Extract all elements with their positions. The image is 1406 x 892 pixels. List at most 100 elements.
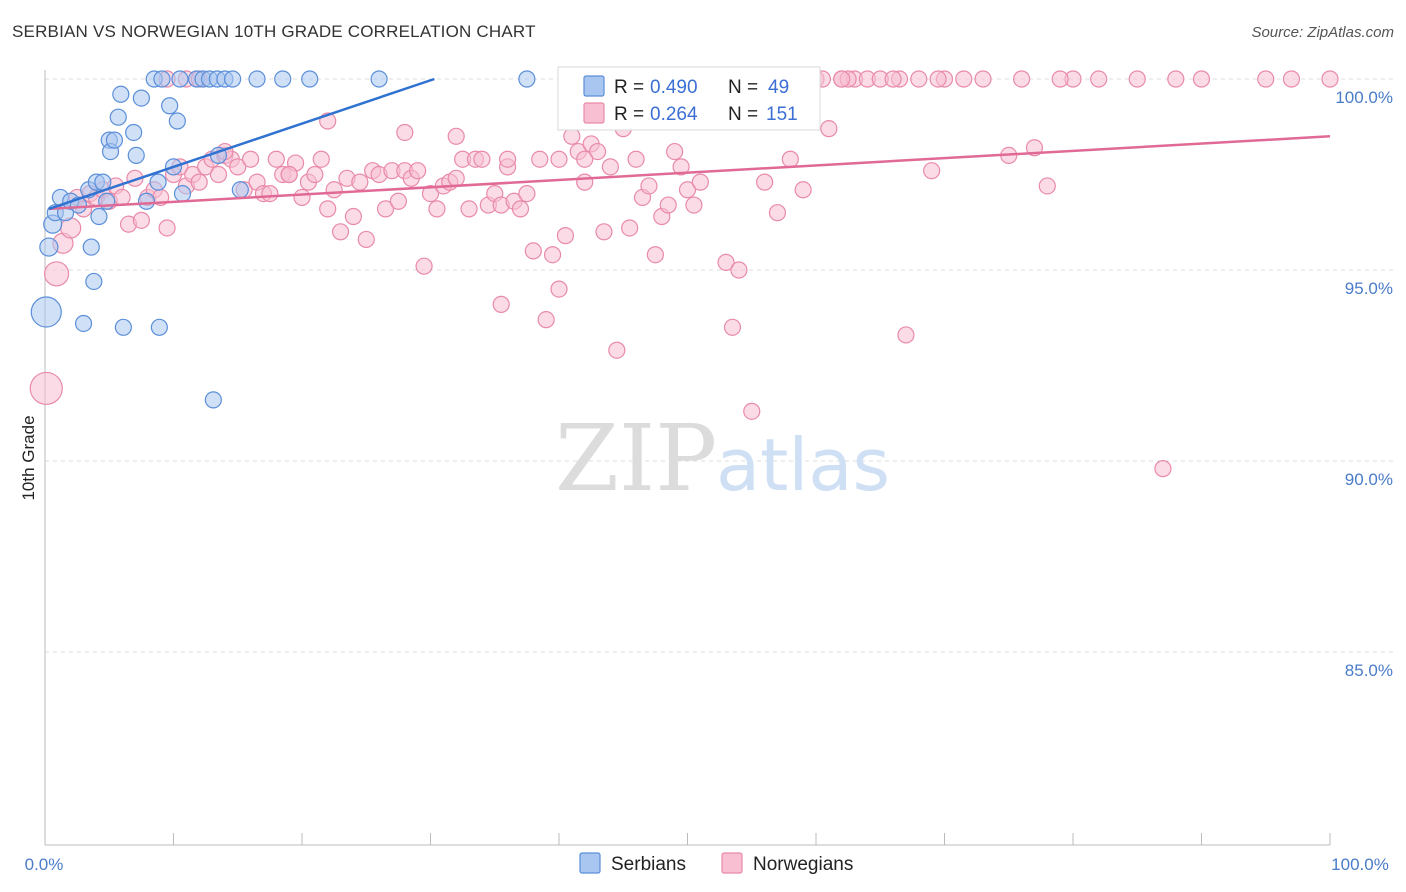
y-tick-labels: 85.0% 90.0% 95.0% 100.0% bbox=[1335, 88, 1393, 680]
serbians-point-48 bbox=[518, 70, 536, 88]
norwegians-point-91 bbox=[627, 150, 645, 168]
serbians-point-32 bbox=[168, 112, 186, 130]
norwegians-point-128 bbox=[1321, 70, 1339, 88]
norwegians-point-98 bbox=[672, 158, 690, 176]
serbians-point-45 bbox=[274, 70, 292, 88]
norwegians-point-146 bbox=[955, 70, 973, 88]
norwegians-point-63 bbox=[447, 169, 465, 187]
norwegians-point-52 bbox=[376, 200, 395, 218]
legend-norwegians-n-value: 151 bbox=[766, 104, 798, 125]
norwegians-point-54 bbox=[389, 192, 407, 210]
x-tick-label-min: 0.0% bbox=[25, 855, 64, 874]
norwegians-point-99 bbox=[678, 181, 697, 199]
serbians-trend-line bbox=[48, 77, 435, 211]
norwegians-point-111 bbox=[820, 120, 838, 138]
norwegians-point-41 bbox=[306, 165, 324, 184]
serbians-point-0 bbox=[30, 296, 62, 328]
norwegians-point-100 bbox=[685, 196, 703, 214]
norwegians-point-73 bbox=[511, 200, 530, 218]
legend-norwegians-r-value: 0.264 bbox=[650, 104, 698, 125]
norwegians-point-87 bbox=[601, 158, 620, 176]
norwegians-point-86 bbox=[595, 223, 613, 241]
serbians-point-10 bbox=[82, 238, 100, 256]
norwegians-point-135 bbox=[396, 123, 414, 142]
norwegians-point-0 bbox=[29, 371, 63, 406]
legend-serbians-r-label: R = bbox=[614, 77, 644, 98]
norwegians-point-77 bbox=[537, 311, 555, 329]
norwegians-point-47 bbox=[344, 207, 362, 226]
norwegians-point-45 bbox=[331, 223, 350, 241]
norwegians-point-102 bbox=[717, 253, 735, 271]
norwegians-point-85 bbox=[588, 142, 607, 161]
serbians-point-44 bbox=[248, 70, 266, 88]
y-tick-label-100: 100.0% bbox=[1335, 88, 1393, 107]
watermark: ZIP atlas bbox=[555, 405, 890, 512]
norwegians-point-59 bbox=[421, 185, 440, 203]
serbians-point-47 bbox=[370, 70, 388, 88]
norwegians-point-81 bbox=[563, 127, 581, 145]
norwegians-point-48 bbox=[351, 173, 369, 191]
norwegians-point-79 bbox=[550, 150, 568, 168]
norwegians-point-138 bbox=[576, 150, 594, 168]
serbians-point-23 bbox=[127, 146, 145, 164]
norwegians-point-133 bbox=[280, 165, 298, 184]
norwegians-point-76 bbox=[531, 150, 549, 168]
serbians-point-43 bbox=[231, 181, 249, 199]
norwegians-point-49 bbox=[357, 230, 375, 249]
norwegians-point-94 bbox=[646, 246, 664, 264]
norwegians-point-105 bbox=[743, 402, 761, 420]
norwegians-point-44 bbox=[325, 181, 343, 199]
norwegians-point-11 bbox=[113, 188, 131, 207]
norwegians-point-90 bbox=[621, 219, 639, 237]
norwegians-point-42 bbox=[312, 150, 330, 168]
norwegians-point-116 bbox=[897, 326, 915, 344]
legend-norwegians-r-label: R = bbox=[614, 104, 644, 125]
legend-serbians-swatch bbox=[583, 75, 605, 97]
legend-serbians-r-value: 0.490 bbox=[650, 77, 698, 98]
norwegians-point-57 bbox=[409, 162, 427, 180]
norwegians-point-136 bbox=[447, 127, 465, 145]
legend-norwegians-swatch bbox=[583, 102, 605, 124]
legend-serbians-marker bbox=[579, 852, 601, 874]
serbians-point-33 bbox=[171, 70, 189, 88]
norwegians-point-96 bbox=[659, 196, 677, 214]
source-label: Source: ZipAtlas.com bbox=[1251, 24, 1394, 41]
norwegians-point-97 bbox=[666, 142, 684, 161]
serbians-point-22 bbox=[125, 123, 143, 142]
norwegians-point-14 bbox=[132, 211, 150, 229]
norwegians-point-74 bbox=[518, 185, 536, 203]
norwegians-point-148 bbox=[1051, 70, 1069, 88]
norwegians-point-147 bbox=[1012, 70, 1031, 88]
serbians-point-1 bbox=[39, 237, 59, 257]
norwegians-point-159 bbox=[910, 70, 928, 88]
legend-serbians-n-value: 49 bbox=[768, 77, 789, 98]
norwegians-point-127 bbox=[1257, 70, 1275, 88]
norwegians-point-29 bbox=[229, 158, 247, 176]
serbians-point-13 bbox=[90, 207, 108, 226]
x-axis-ticks bbox=[44, 833, 1331, 845]
serbians-point-19 bbox=[109, 108, 127, 126]
serbians-point-29 bbox=[153, 70, 171, 88]
norwegians-point-83 bbox=[576, 173, 594, 191]
norwegians-point-157 bbox=[833, 70, 851, 88]
norwegians-point-151 bbox=[1282, 70, 1301, 88]
norwegians-point-108 bbox=[781, 150, 799, 168]
serbians-point-20 bbox=[112, 85, 130, 103]
serbians-point-34 bbox=[173, 185, 192, 203]
norwegians-point-125 bbox=[1154, 460, 1172, 478]
norwegians-trend-line bbox=[48, 135, 1331, 211]
serbians-points bbox=[30, 70, 536, 409]
norwegians-point-117 bbox=[923, 162, 941, 180]
norwegians-point-78 bbox=[543, 246, 562, 264]
norwegians-point-150 bbox=[1167, 70, 1185, 88]
norwegians-point-158 bbox=[884, 70, 902, 88]
norwegians-point-122 bbox=[1038, 177, 1056, 195]
norwegians-point-126 bbox=[1192, 70, 1211, 88]
norwegians-point-31 bbox=[242, 150, 260, 168]
watermark-atlas: atlas bbox=[716, 423, 890, 507]
serbians-point-42 bbox=[224, 70, 242, 88]
norwegians-point-58 bbox=[415, 257, 433, 275]
norwegians-point-43 bbox=[319, 200, 337, 218]
norwegians-point-153 bbox=[550, 280, 568, 298]
